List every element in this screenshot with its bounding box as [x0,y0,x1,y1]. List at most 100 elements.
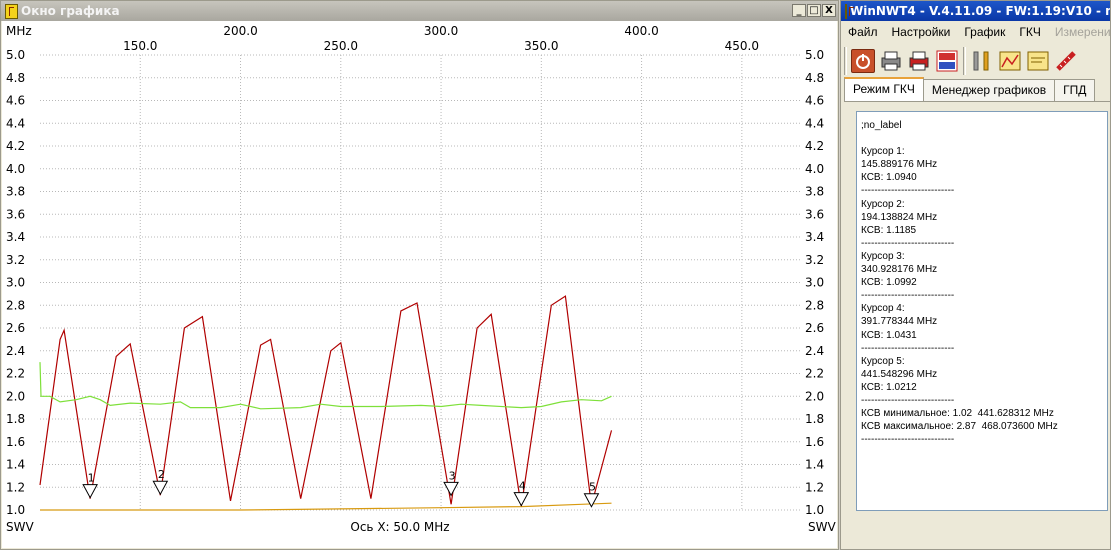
y-tick-label-right: 4.4 [805,116,824,130]
y-tick-label-left: 4.4 [6,116,25,130]
orange-trace [40,502,612,511]
cursor-label: 5 [589,481,596,494]
y-tick-label-left: 2.8 [6,298,25,312]
cursor-marker [443,481,459,497]
x-tick-label: 350.0 [524,39,558,53]
y-tick-label-left: 2.6 [6,321,25,335]
minimize-button[interactable]: _ [792,4,806,17]
y-tick-label-right: 1.0 [805,503,824,517]
y-tick-label-left: 1.8 [6,412,25,426]
graph-window-title: Окно графика [21,4,120,18]
cursor-label: 3 [449,469,456,482]
y-tick-label-left: 1.2 [6,480,25,494]
tab-gkch-mode[interactable]: Режим ГКЧ [844,77,924,101]
x-tick-label: 450.0 [725,39,759,53]
y-tick-label-left: 1.4 [6,458,25,472]
y-tick-label-left: 4.6 [6,94,25,108]
x-tick-label: 150.0 [123,39,157,53]
menu-graph[interactable]: График [964,25,1006,39]
graph-window-titlebar[interactable]: Окно графика _ □ X [1,1,838,21]
toolbar [841,43,1110,79]
y-tick-label-right: 3.6 [805,207,824,221]
y-axis-label-right: SWV [808,520,836,534]
x-tick-label: 200.0 [223,24,257,38]
y-tick-label-left: 3.8 [6,185,25,199]
y-tick-label-right: 4.8 [805,71,824,85]
y-tick-label-right: 3.4 [805,230,824,244]
main-window-title: WinNWT4 - V.4.11.09 - FW:1.19:V10 - nwt5… [850,4,1110,18]
power-icon[interactable] [851,49,875,73]
graph-window: Окно графика _ □ X 5.0 5.0 4.8 4.8 4.6 4.6 4.4… [0,0,839,550]
y-tick-label-left: 4.8 [6,71,25,85]
printer-red-icon[interactable] [907,49,931,73]
y-tick-label-right: 3.0 [805,276,824,290]
y-tick-label-right: 4.6 [805,94,824,108]
y-tick-label-left: 2.0 [6,389,25,403]
y-tick-label-left: 3.4 [6,230,25,244]
cursor-label: 1 [88,472,95,485]
tab-graph-manager[interactable]: Менеджер графиков [922,79,1056,101]
chart-settings-icon[interactable] [998,49,1022,73]
toolbar-separator [963,47,966,75]
swr-chart[interactable]: 5.0 5.0 4.8 4.8 4.6 4.6 4.4 4.4 4.2 4.2 4.0 4.0 3.8 3… [2,21,837,548]
cursor-info-box[interactable]: ;no_label Курсор 1: 145.889176 MHz КСВ: … [856,111,1108,511]
menu-settings[interactable]: Настройки [891,25,951,39]
main-window: WinNWT4 - V.4.11.09 - FW:1.19:V10 - nwt5… [840,0,1111,550]
menu-file[interactable]: Файл [848,25,878,39]
menu-measure[interactable]: Измерени [1054,25,1111,39]
y-tick-label-left: 1.0 [6,503,25,517]
printer-icon[interactable] [879,49,903,73]
y-tick-label-right: 3.2 [805,253,824,267]
main-window-titlebar[interactable]: WinNWT4 - V.4.11.09 - FW:1.19:V10 - nwt5… [841,1,1110,21]
y-tick-label-right: 1.4 [805,458,824,472]
cursor-marker [583,493,600,508]
y-tick-label-right: 1.2 [805,480,824,494]
ruler-icon[interactable] [1054,49,1078,73]
x-axis-caption: Ось X: 50.0 MHz [350,520,449,534]
y-tick-label-right: 2.8 [805,298,824,312]
cursor-marker [513,492,530,507]
y-tick-label-left: 3.2 [6,253,25,267]
y-tick-label-left: 3.6 [6,207,25,221]
x-tick-label: 400.0 [624,24,658,38]
y-tick-label-left: 2.4 [6,344,25,358]
y-axis-label-left: SWV [6,520,34,534]
wrench-icon[interactable] [970,49,994,73]
swr-trace [39,295,613,507]
green-trace [39,362,612,410]
y-tick-label-right: 2.2 [805,367,824,381]
app-icon [5,3,18,19]
y-tick-label-left: 2.2 [6,367,25,381]
y-tick-label-left: 3.0 [6,276,25,290]
y-tick-label-right: 5.0 [805,48,824,62]
x-tick-label: 250.0 [324,39,358,53]
y-tick-label-right: 2.6 [805,321,824,335]
unit-label: MHz [6,24,32,38]
tab-gpd[interactable]: ГПД [1054,79,1096,101]
cursor-marker [82,484,98,499]
tab-strip: Режим ГКЧ Менеджер графиков ГПД [844,77,1110,101]
note-icon[interactable] [1026,49,1050,73]
maximize-button[interactable]: □ [807,4,821,17]
close-button[interactable]: X [822,4,836,17]
y-tick-label-right: 2.0 [805,389,824,403]
y-tick-label-right: 4.2 [805,139,824,153]
y-tick-label-right: 1.6 [805,435,824,449]
menu-gkch[interactable]: ГКЧ [1019,25,1041,39]
toolbar-separator [844,47,847,75]
y-tick-label-right: 1.8 [805,412,824,426]
y-tick-label-left: 1.6 [6,435,25,449]
png-bmp-icon[interactable] [935,49,959,73]
y-tick-label-left: 4.2 [6,139,25,153]
y-tick-label-right: 3.8 [805,185,824,199]
menu-bar: Файл Настройки График ГКЧ Измерени [841,21,1110,43]
app-icon [845,3,854,19]
x-tick-label: 300.0 [424,24,458,38]
y-tick-label-right: 4.0 [805,162,824,176]
tab-panel: ;no_label Курсор 1: 145.889176 MHz КСВ: … [844,101,1110,549]
y-tick-label-left: 4.0 [6,162,25,176]
cursor-marker [152,480,169,496]
y-tick-label-right: 2.4 [805,344,824,358]
cursor-label: 4 [519,480,526,493]
plot-area[interactable]: 5.0 5.0 4.8 4.8 4.6 4.6 4.4 4.4 4.2 4.2 4.0 4.0 3.8 3… [2,21,837,548]
